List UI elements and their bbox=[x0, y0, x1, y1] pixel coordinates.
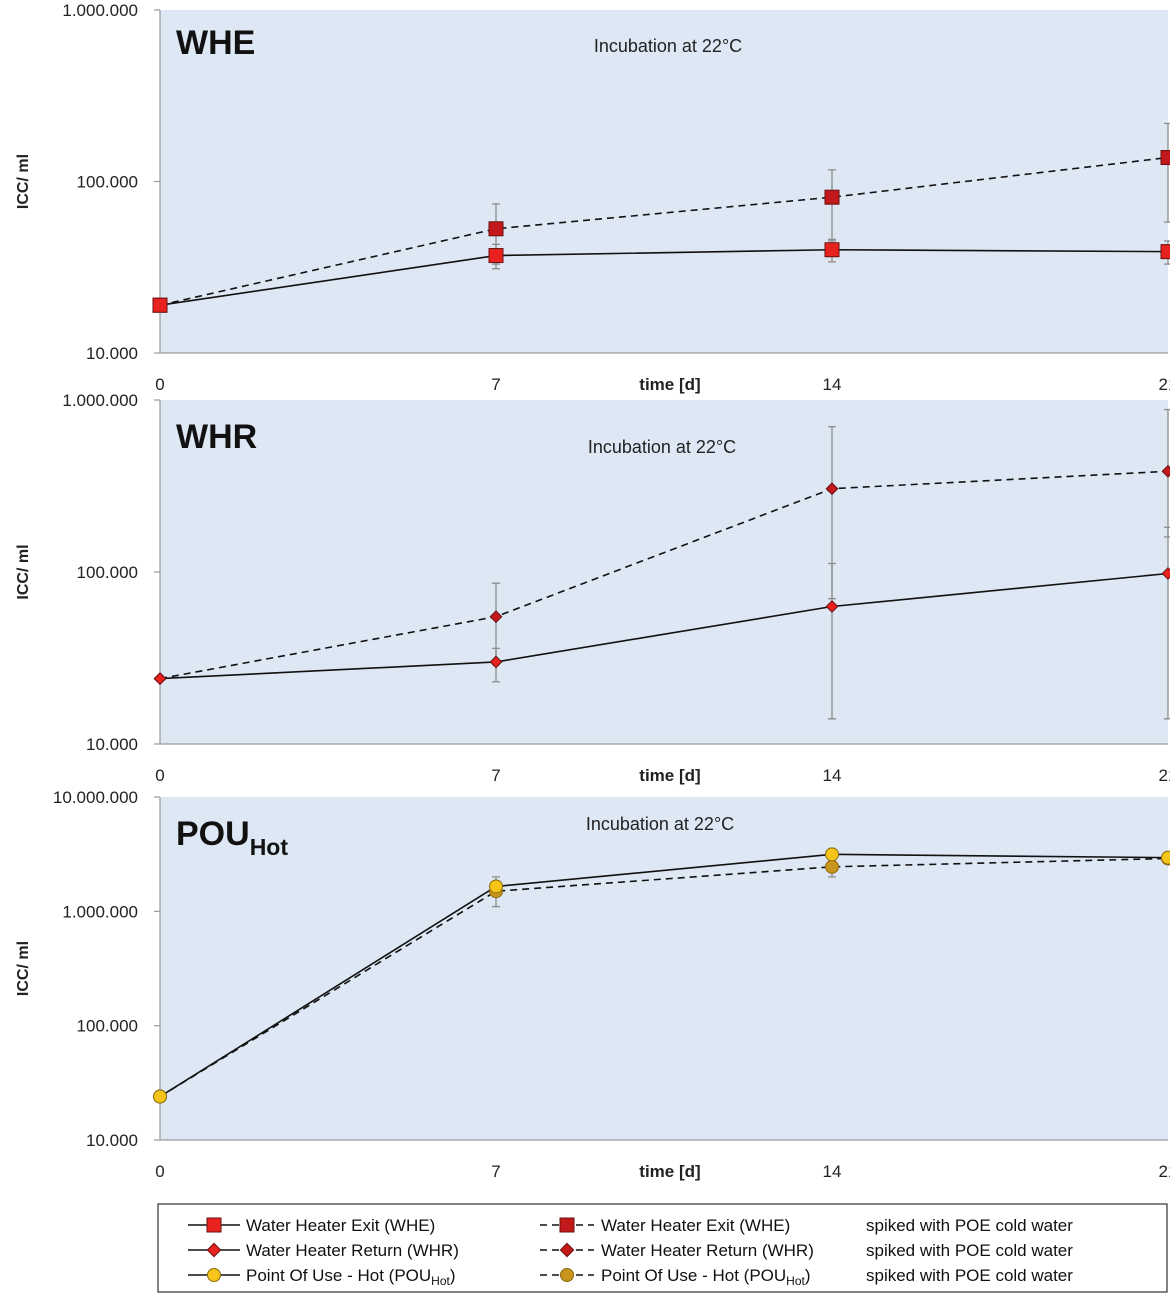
y-tick-label: 1.000.000 bbox=[62, 391, 138, 410]
plot-area bbox=[160, 10, 1168, 353]
legend-label-tail: ) bbox=[450, 1266, 456, 1285]
x-tick-label: 14 bbox=[823, 766, 842, 785]
legend-label-subscript: Hot bbox=[786, 1274, 805, 1288]
y-tick-label: 100.000 bbox=[77, 1017, 138, 1036]
legend-label: Water Heater Exit (WHE) bbox=[246, 1216, 435, 1235]
legend-label-tail: ) bbox=[805, 1266, 811, 1285]
panel-label: WHE bbox=[176, 24, 255, 62]
legend-marker-solid bbox=[207, 1218, 221, 1232]
data-point-control bbox=[1161, 245, 1170, 259]
legend-marker-solid bbox=[208, 1269, 221, 1282]
legend-label: Water Heater Return (WHR) bbox=[601, 1241, 814, 1260]
x-tick-label: 14 bbox=[823, 375, 842, 394]
data-point-control bbox=[826, 848, 839, 861]
data-point-spiked bbox=[1161, 151, 1170, 165]
x-axis-label: time [d] bbox=[639, 375, 700, 394]
panel-label: WHR bbox=[176, 418, 257, 456]
y-axis-label: ICC/ ml bbox=[15, 544, 32, 599]
x-tick-label: 14 bbox=[823, 1162, 842, 1181]
legend: Water Heater Exit (WHE) Water Heater Exit… bbox=[158, 1204, 1167, 1292]
plot-area bbox=[160, 797, 1168, 1140]
panel-pou: 10.000 100.000 1.000.000 10.000.000 0 7 14 21 ti… bbox=[15, 788, 1170, 1181]
x-axis-label: time [d] bbox=[639, 766, 700, 785]
data-point-control bbox=[489, 249, 503, 263]
y-tick-label: 10.000.000 bbox=[53, 788, 138, 807]
data-point-spiked bbox=[825, 190, 839, 204]
incubation-annotation: Incubation at 22°C bbox=[586, 814, 734, 834]
legend-spiked-text: spiked with POE cold water bbox=[866, 1266, 1073, 1285]
legend-label-subscript: Hot bbox=[431, 1274, 450, 1288]
panel-whr: 10.000 100.000 1.000.000 0 7 14 21 time [d] ICC/… bbox=[15, 391, 1170, 785]
x-tick-label: 7 bbox=[491, 375, 500, 394]
x-tick-label: 21 bbox=[1159, 766, 1170, 785]
y-axis-label: ICC/ ml bbox=[15, 154, 32, 209]
legend-label: Water Heater Exit (WHE) bbox=[601, 1216, 790, 1235]
x-tick-label: 7 bbox=[491, 1162, 500, 1181]
legend-marker-dashed bbox=[561, 1269, 574, 1282]
legend-label: Point Of Use - Hot (POUHot) bbox=[246, 1266, 456, 1288]
data-point-spiked bbox=[826, 860, 839, 873]
panel-whe: 10.000 100.000 1.000.000 0 7 14 21 time [d] ICC/… bbox=[15, 1, 1170, 394]
x-tick-label: 0 bbox=[155, 766, 164, 785]
data-point-control bbox=[154, 1090, 167, 1103]
data-point-control bbox=[825, 243, 839, 257]
y-tick-label: 10.000 bbox=[86, 344, 138, 363]
legend-marker-dashed bbox=[560, 1218, 574, 1232]
y-tick-label: 1.000.000 bbox=[62, 1, 138, 20]
data-point-control bbox=[490, 880, 503, 893]
y-tick-label: 100.000 bbox=[77, 563, 138, 582]
legend-label: Water Heater Return (WHR) bbox=[246, 1241, 459, 1260]
data-point-control bbox=[1162, 851, 1170, 864]
x-tick-label: 0 bbox=[155, 375, 164, 394]
data-point-spiked bbox=[489, 222, 503, 236]
x-tick-label: 7 bbox=[491, 766, 500, 785]
y-tick-label: 10.000 bbox=[86, 1131, 138, 1150]
x-axis-label: time [d] bbox=[639, 1162, 700, 1181]
legend-spiked-text: spiked with POE cold water bbox=[866, 1216, 1073, 1235]
incubation-annotation: Incubation at 22°C bbox=[594, 36, 742, 56]
x-tick-label: 0 bbox=[155, 1162, 164, 1181]
x-tick-label: 21 bbox=[1159, 1162, 1170, 1181]
panel-label-subscript: Hot bbox=[250, 834, 289, 860]
legend-label: Point Of Use - Hot (POUHot) bbox=[601, 1266, 811, 1288]
x-tick-label: 21 bbox=[1159, 375, 1170, 394]
y-tick-label: 1.000.000 bbox=[62, 902, 138, 921]
legend-spiked-text: spiked with POE cold water bbox=[866, 1241, 1073, 1260]
incubation-annotation: Incubation at 22°C bbox=[588, 437, 736, 457]
y-tick-label: 100.000 bbox=[77, 173, 138, 192]
y-tick-label: 10.000 bbox=[86, 735, 138, 754]
data-point-control bbox=[153, 298, 167, 312]
y-axis-label: ICC/ ml bbox=[15, 941, 32, 996]
